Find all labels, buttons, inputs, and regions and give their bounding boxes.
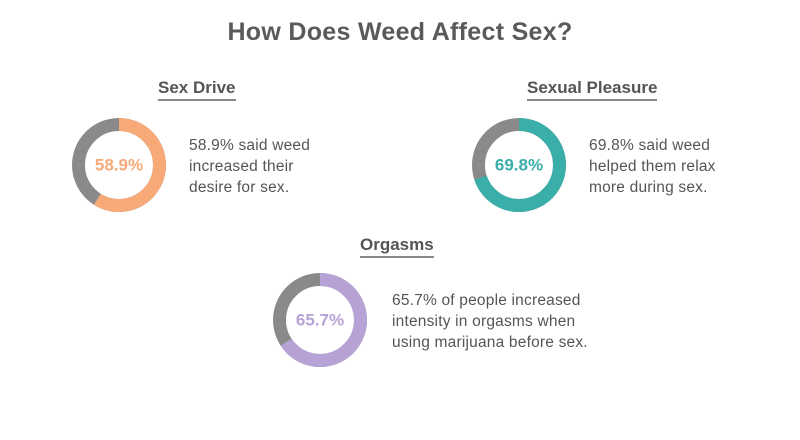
sexual-pleasure-arc: [472, 118, 566, 212]
page-title: How Does Weed Affect Sex?: [227, 18, 573, 46]
orgasms-value-label: 65.7%: [296, 311, 344, 330]
orgasms-heading: Orgasms: [360, 235, 434, 258]
sex-drive-donut: 58.9%: [72, 118, 166, 212]
orgasms-arc: [273, 273, 367, 367]
sexual-pleasure-description: 69.8% said weed helped them relax more d…: [589, 137, 716, 196]
sex-drive-description: 58.9% said weed increased their desire f…: [189, 137, 311, 196]
orgasms-donut: 65.7%: [273, 273, 367, 367]
sex-drive-arc: [72, 118, 166, 212]
sex-drive-value-label: 58.9%: [95, 156, 143, 175]
sexual-pleasure-value-label: 69.8%: [495, 156, 543, 175]
sexual-pleasure-heading: Sexual Pleasure: [527, 78, 658, 101]
orgasms-description: 65.7% of people increased intensity in o…: [392, 292, 588, 351]
sexual-pleasure-donut: 69.8%: [472, 118, 566, 212]
sex-drive-heading: Sex Drive: [158, 78, 236, 101]
